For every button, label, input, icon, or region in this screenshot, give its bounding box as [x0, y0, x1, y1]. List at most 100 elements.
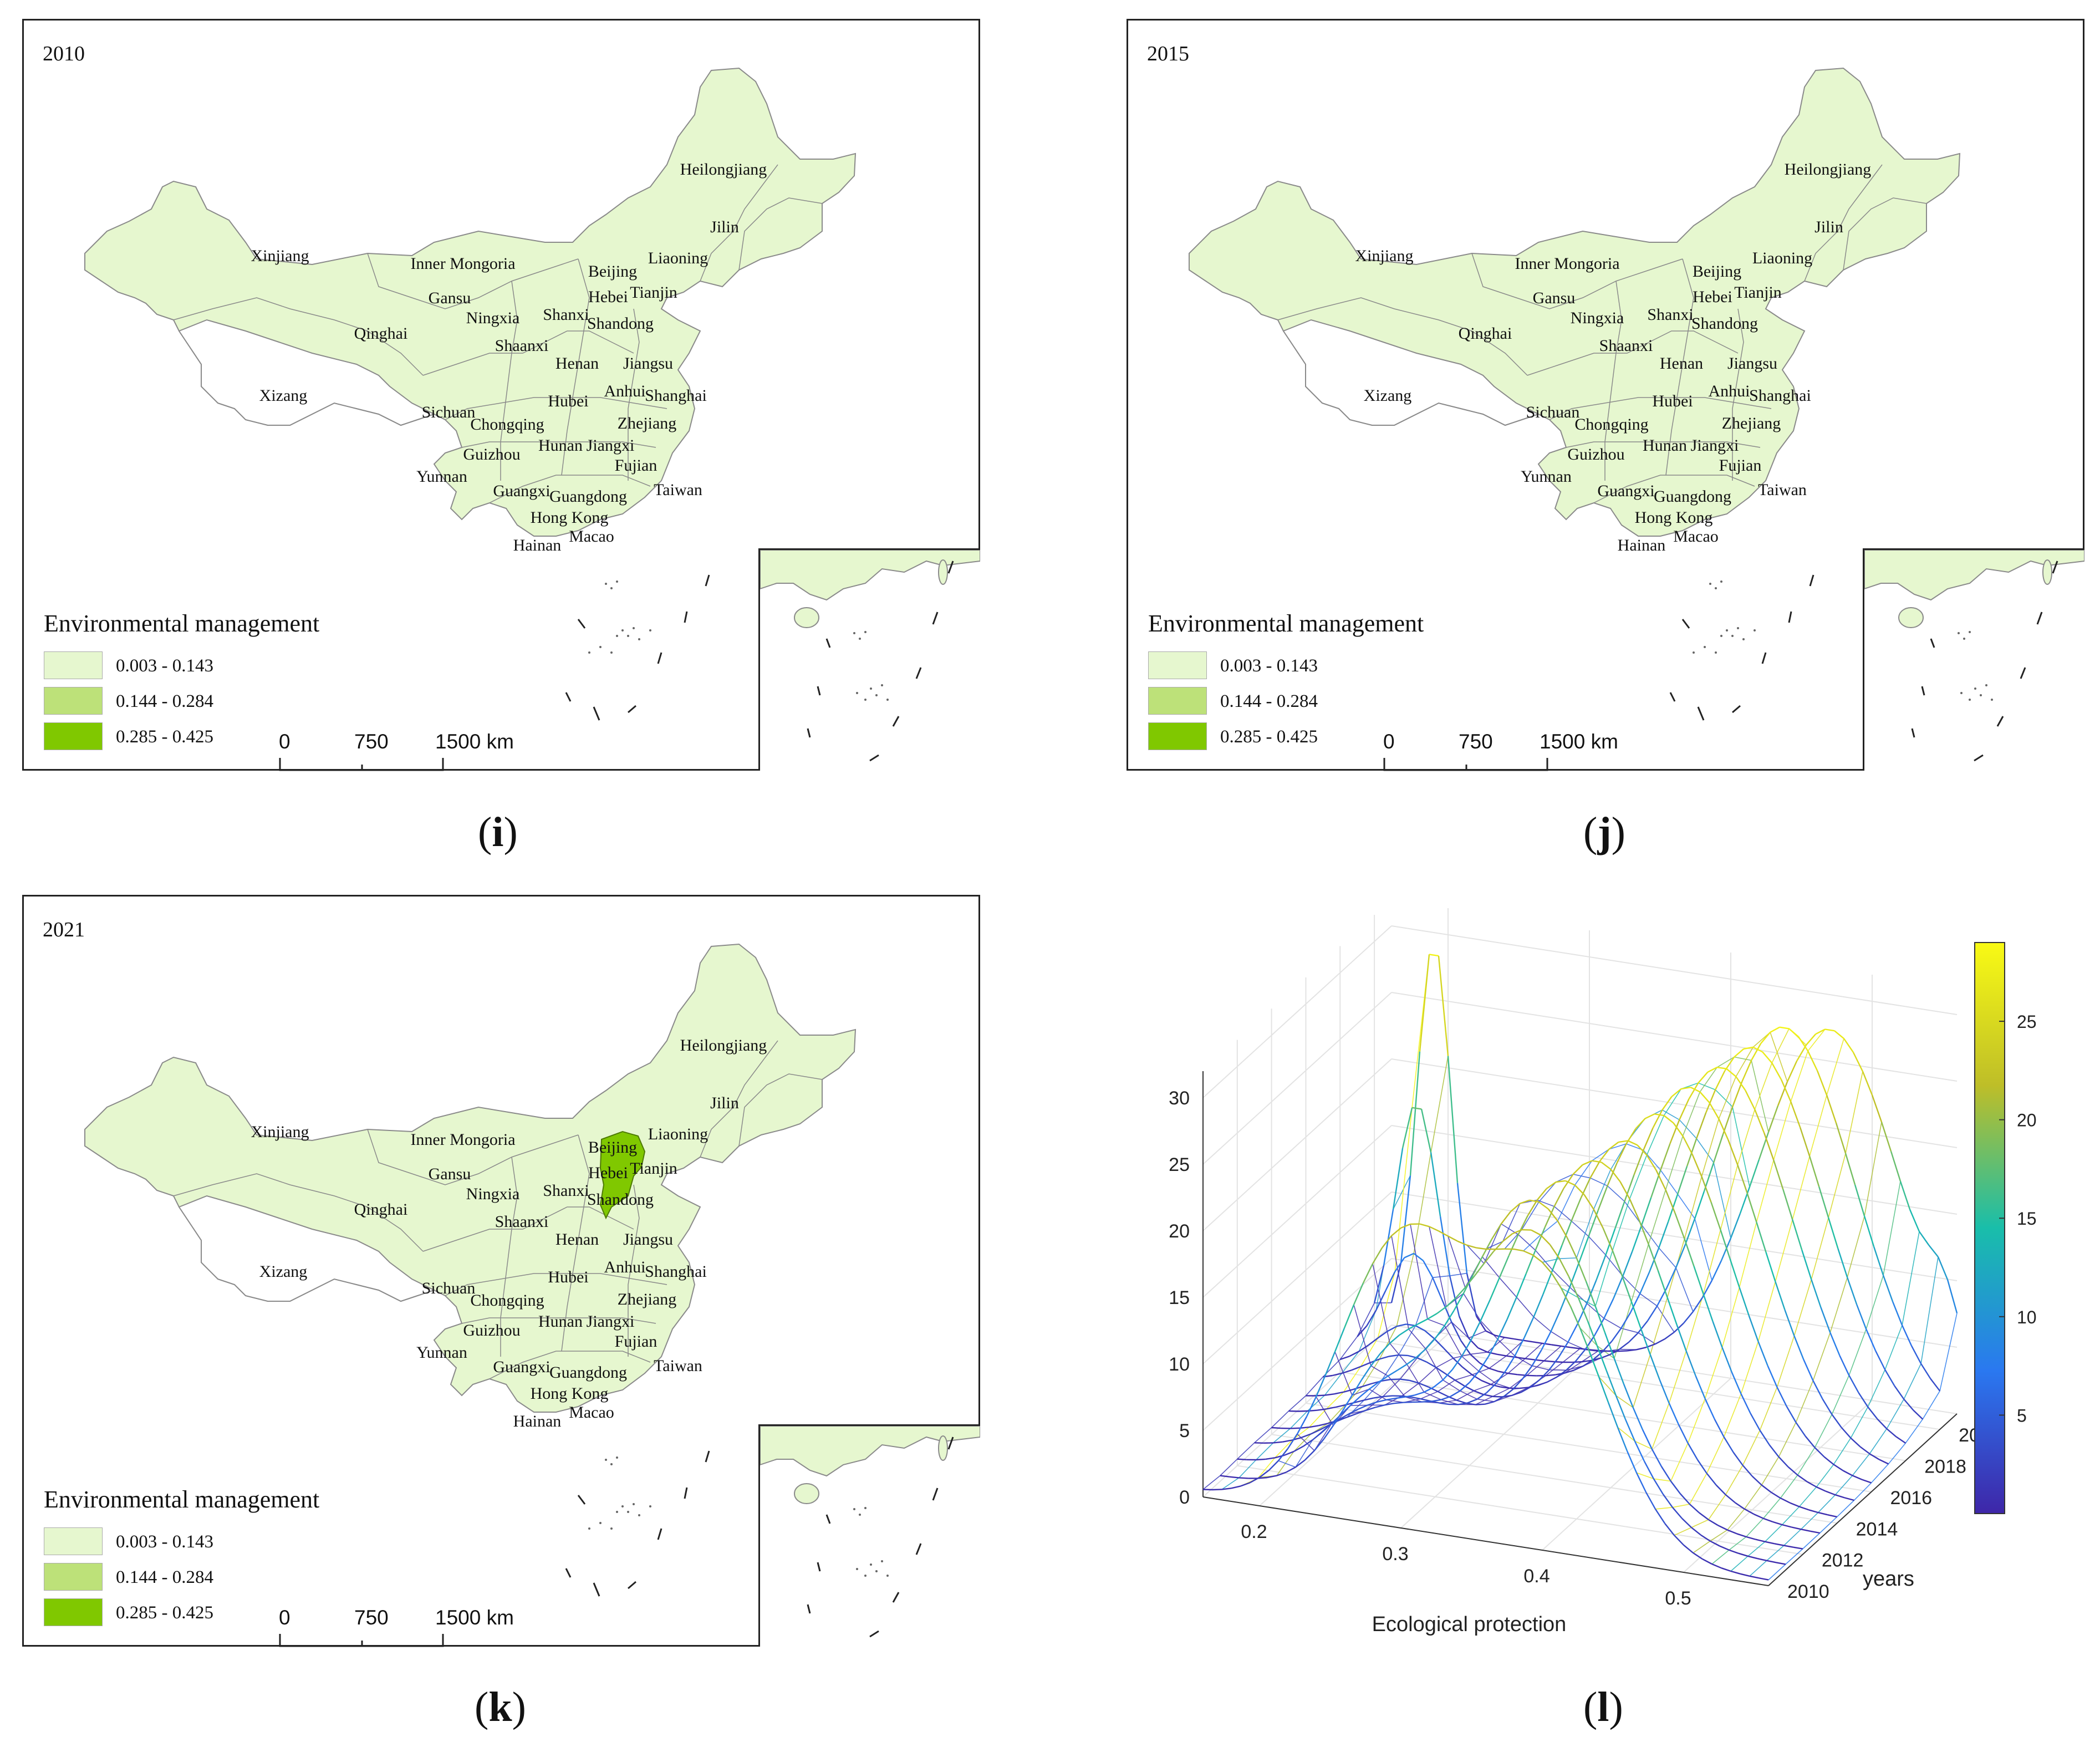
- grid-line: [1683, 1400, 1873, 1573]
- surface-line-2016: [1485, 1400, 1495, 1405]
- surface-line-2021: [1570, 1347, 1581, 1349]
- surface-line-2019: [1913, 1409, 1924, 1420]
- surface-line-2021: [1542, 1342, 1552, 1346]
- y-axis-line: [1768, 1413, 1958, 1586]
- surface-line-2016: [1456, 1399, 1466, 1404]
- z-tick-label: 20: [1169, 1221, 1190, 1242]
- island-dot: [1742, 638, 1745, 640]
- surface-line-2010: [1315, 1374, 1327, 1397]
- surface-line-2016: [1531, 1349, 1542, 1367]
- surface-line-2019: [1705, 1089, 1716, 1113]
- island-dot: [605, 1459, 607, 1461]
- surface-line-2013: [1367, 1401, 1378, 1406]
- surface-line-2011: [1304, 1450, 1315, 1461]
- surface-line-2013: [1424, 1387, 1434, 1393]
- surface-line-2012: [1793, 1546, 1803, 1550]
- surface-line-2018: [1717, 1066, 1727, 1069]
- surface-line-2012: [1369, 1382, 1379, 1390]
- surface-line-2014: [1751, 1475, 1762, 1486]
- surface-line-2018: [1537, 1381, 1548, 1386]
- surface-line-2010: [1542, 1261, 1552, 1274]
- surface-line-2017: [1718, 1118, 1729, 1140]
- surface-mesh-x-line: [1561, 1082, 1750, 1307]
- sea-boundary-dash: [628, 705, 636, 714]
- surface-line-2018: [1886, 1428, 1897, 1438]
- island-dot: [621, 1505, 624, 1507]
- surface-line-2016: [1862, 1479, 1872, 1484]
- province-label: Beijing: [1693, 262, 1741, 281]
- province-label: Macao: [1673, 527, 1719, 546]
- surface-line-2019: [1639, 1271, 1650, 1294]
- scale-tick-0: 0: [1383, 730, 1395, 753]
- surface-mesh-x-line: [1693, 1122, 1882, 1553]
- surface-line-2012: [1717, 1525, 1728, 1531]
- grid-line: [1391, 1258, 1958, 1348]
- surface-line-2011: [1710, 1540, 1720, 1547]
- province-label: Guangxi: [1597, 482, 1654, 500]
- y-tick-label: 2010: [1787, 1581, 1829, 1602]
- grid-line: [1202, 1058, 1392, 1231]
- surface-line-2017: [1681, 1086, 1691, 1090]
- surface-mesh-x-line: [1391, 1235, 1581, 1402]
- province-label: Chongqing: [470, 415, 544, 434]
- surface-line-2013: [1687, 1443, 1698, 1460]
- surface-line-2010: [1588, 1351, 1600, 1377]
- legend-swatch: [1148, 687, 1207, 715]
- surface-line-2015: [1655, 1170, 1666, 1190]
- surface-line-2012: [1529, 1199, 1540, 1203]
- surface-line-2021: [1928, 1244, 1939, 1257]
- surface-line-2012: [1378, 1375, 1389, 1383]
- surface-line-2011: [1380, 1342, 1390, 1354]
- legend-swatch: [44, 1527, 103, 1555]
- surface-line-2016: [1569, 1262, 1580, 1288]
- surface-line-2013: [1301, 1433, 1312, 1438]
- province-label: Jiangxi: [587, 1312, 635, 1331]
- surface-line-2010: [1419, 1223, 1430, 1227]
- legend-swatch: [1148, 651, 1207, 679]
- surface-line-2021: [1409, 1051, 1421, 1176]
- province-border: [422, 330, 634, 376]
- surface-line-2021: [1513, 1338, 1524, 1341]
- surface-line-2021: [1711, 1260, 1722, 1281]
- surface-line-2010: [1429, 1226, 1439, 1232]
- surface-line-2013: [1556, 1180, 1566, 1183]
- island-dot: [633, 627, 635, 629]
- province-label: Taiwan: [654, 1357, 702, 1375]
- surface-line-2011: [1577, 1297, 1589, 1322]
- surface-mesh-x-line: [1617, 1028, 1807, 1450]
- surface-line-2017: [1342, 1369, 1352, 1374]
- surface-line-2012: [1349, 1396, 1360, 1406]
- sea-boundary-dash: [657, 652, 662, 664]
- surface-line-2020: [1770, 1026, 1780, 1033]
- legend-label: 0.003 - 0.143: [116, 656, 213, 676]
- surface-line-2018: [1556, 1369, 1567, 1378]
- surface-line-2019: [1875, 1350, 1886, 1371]
- surface-line-2019: [1828, 1218, 1839, 1249]
- surface-line-2017: [1539, 1369, 1550, 1381]
- surface-line-2013: [1574, 1184, 1585, 1195]
- surface-line-2013: [1442, 1369, 1453, 1381]
- surface-line-2017: [1841, 1427, 1852, 1439]
- surface-line-2016: [1691, 1154, 1703, 1177]
- island-dot: [649, 1505, 651, 1507]
- surface-line-2017: [1850, 1437, 1861, 1448]
- surface-line-2016: [1654, 1113, 1664, 1117]
- surface-line-2017: [1869, 1453, 1880, 1460]
- surface-line-2019: [1385, 1271, 1396, 1291]
- surface-line-2016: [1795, 1422, 1806, 1437]
- surface-line-2015: [1458, 1402, 1468, 1405]
- surface-line-2017: [1831, 1414, 1842, 1428]
- surface-line-2019: [1734, 1048, 1744, 1058]
- island-dot: [588, 1527, 590, 1530]
- province-label: Shanxi: [543, 305, 589, 324]
- surface-line-2016: [1381, 1378, 1391, 1382]
- surface-line-2012: [1340, 1405, 1351, 1415]
- province-label: Shandong: [1691, 314, 1758, 333]
- province-border: [738, 197, 823, 271]
- surface-line-2014: [1638, 1220, 1649, 1245]
- surface-line-2012: [1491, 1223, 1502, 1240]
- province-label: Hainan: [1618, 536, 1666, 554]
- surface-line-2011: [1323, 1425, 1334, 1440]
- province-label: Guangxi: [493, 482, 550, 500]
- scale-tick-750: 750: [354, 1606, 389, 1629]
